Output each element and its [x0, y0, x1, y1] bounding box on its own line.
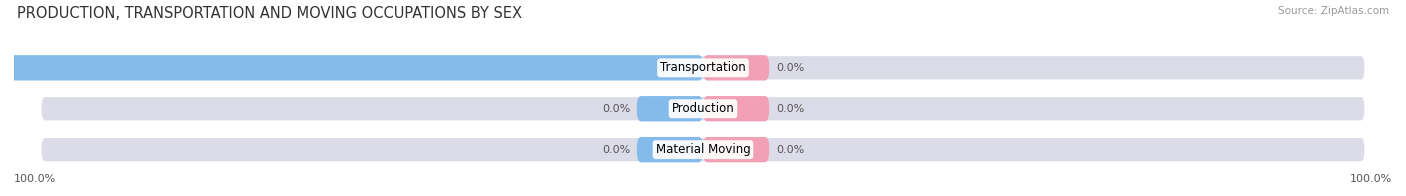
Text: PRODUCTION, TRANSPORTATION AND MOVING OCCUPATIONS BY SEX: PRODUCTION, TRANSPORTATION AND MOVING OC… — [17, 6, 522, 21]
Text: Production: Production — [672, 102, 734, 115]
Text: Transportation: Transportation — [661, 61, 745, 74]
Text: Source: ZipAtlas.com: Source: ZipAtlas.com — [1278, 6, 1389, 16]
FancyBboxPatch shape — [703, 55, 769, 81]
Text: 100.0%: 100.0% — [14, 174, 56, 184]
FancyBboxPatch shape — [41, 96, 1365, 121]
Text: 0.0%: 0.0% — [776, 104, 804, 114]
FancyBboxPatch shape — [703, 96, 769, 121]
FancyBboxPatch shape — [637, 96, 703, 121]
Text: Material Moving: Material Moving — [655, 143, 751, 156]
Text: 0.0%: 0.0% — [602, 104, 630, 114]
Text: 100.0%: 100.0% — [1350, 174, 1392, 184]
Text: 0.0%: 0.0% — [776, 145, 804, 155]
FancyBboxPatch shape — [637, 137, 703, 162]
FancyBboxPatch shape — [703, 137, 769, 162]
FancyBboxPatch shape — [0, 55, 703, 81]
Text: 0.0%: 0.0% — [776, 63, 804, 73]
FancyBboxPatch shape — [41, 55, 1365, 81]
Text: 0.0%: 0.0% — [602, 145, 630, 155]
FancyBboxPatch shape — [41, 137, 1365, 162]
